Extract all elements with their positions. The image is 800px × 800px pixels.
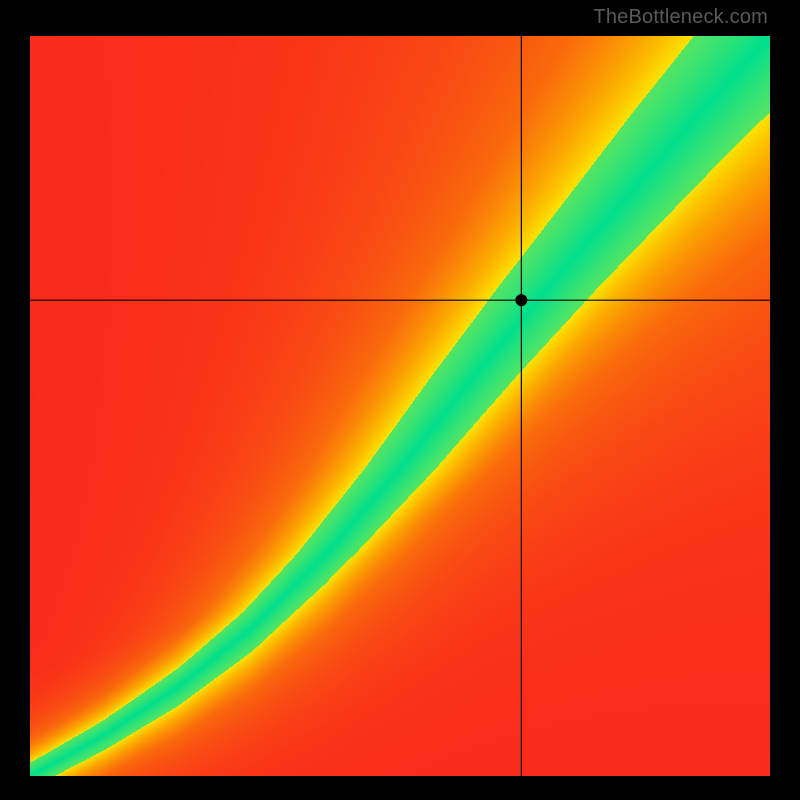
- attribution-text: TheBottleneck.com: [593, 6, 768, 29]
- heatmap-canvas: [30, 36, 770, 776]
- bottleneck-heatmap-plot: [30, 36, 770, 776]
